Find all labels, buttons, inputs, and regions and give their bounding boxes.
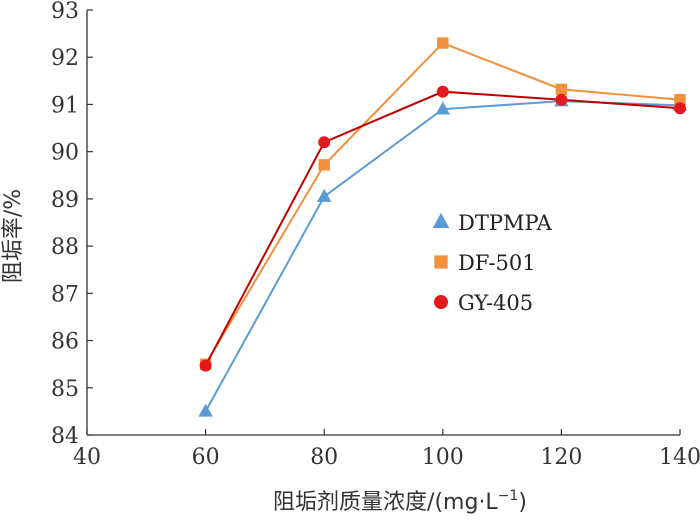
y-tick-label: 87 — [51, 282, 79, 307]
y-tick-label: 85 — [51, 377, 79, 402]
data-point-dtpmpa — [435, 101, 450, 115]
x-tick-label: 80 — [310, 445, 338, 470]
data-point-df-501 — [674, 94, 686, 106]
x-tick-label: 40 — [73, 445, 101, 470]
x-axis-title-main: 阻垢剂质量浓度/(mg·L — [273, 490, 498, 515]
legend: DTPMPA DF-501 GY-405 — [432, 211, 553, 315]
legend-marker-gy-405 — [434, 295, 448, 309]
data-point-gy-405 — [436, 85, 449, 98]
y-tick-label: 86 — [51, 330, 79, 355]
data-point-gy-405 — [199, 359, 212, 372]
x-axis-title-suffix: ) — [518, 490, 527, 515]
y-axis-ticks: 84 85 86 87 88 89 90 91 92 93 — [51, 0, 93, 449]
legend-marker-dtpmpa — [432, 212, 450, 229]
y-tick-label: 84 — [51, 424, 79, 449]
series-line-gy-405 — [204, 90, 681, 367]
data-point-df-501 — [318, 159, 330, 171]
data-point-df-501 — [437, 37, 449, 49]
data-point-dtpmpa — [198, 403, 213, 417]
y-tick-label: 91 — [51, 93, 79, 118]
axes — [86, 10, 680, 436]
x-axis-title: 阻垢剂质量浓度/(mg·L−1) — [273, 488, 527, 515]
y-tick-label: 93 — [51, 0, 79, 24]
y-tick-label: 88 — [51, 235, 79, 260]
data-point-gy-405 — [674, 102, 686, 115]
legend-item-gy-405: GY-405 — [434, 291, 533, 315]
y-tick-label: 89 — [51, 188, 79, 213]
data-point-gy-405 — [318, 136, 331, 149]
series-layer — [198, 37, 688, 417]
legend-item-dtpmpa: DTPMPA — [432, 211, 553, 235]
y-tick-label: 92 — [51, 46, 79, 71]
x-tick-label: 100 — [422, 445, 464, 470]
legend-label-gy-405: GY-405 — [458, 291, 533, 315]
series-gy-405 — [199, 85, 686, 372]
x-tick-label: 140 — [659, 445, 700, 470]
legend-marker-df-501 — [434, 255, 448, 269]
x-axis-ticks: 40 60 80 100 120 140 — [73, 429, 700, 470]
legend-label-df-501: DF-501 — [458, 251, 536, 275]
data-point-dtpmpa — [317, 188, 332, 202]
x-tick-label: 120 — [540, 445, 582, 470]
legend-item-df-501: DF-501 — [434, 251, 536, 275]
y-axis-title: 阻垢率/% — [1, 189, 26, 283]
y-tick-label: 90 — [51, 141, 79, 166]
x-tick-label: 60 — [192, 445, 220, 470]
data-point-df-501 — [555, 83, 568, 96]
legend-label-dtpmpa: DTPMPA — [458, 211, 553, 235]
x-axis-title-superscript: −1 — [498, 488, 519, 504]
data-point-gy-405 — [555, 93, 568, 106]
